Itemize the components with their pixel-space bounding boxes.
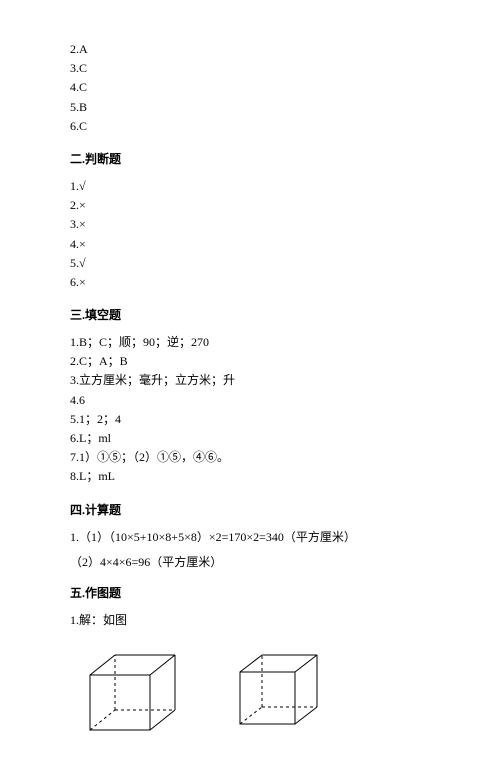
section2-answers: 1.√ 2.× 3.× 4.× 5.√ 6.× — [70, 177, 430, 292]
cube-figure-1 — [80, 650, 190, 740]
calc-line-1: 1.（1）（10×5+10×8+5×8）×2=170×2=340（平方厘米） — [70, 528, 430, 545]
answer-line: 3.× — [70, 215, 430, 234]
answer-line: 1.√ — [70, 177, 430, 196]
answer-line: 7.1）①⑤；（2）①⑤，④⑥。 — [70, 448, 430, 467]
section5-heading: 五.作图题 — [70, 584, 430, 601]
answer-line: 5.√ — [70, 254, 430, 273]
answer-line: 4.× — [70, 235, 430, 254]
answer-line: 6.× — [70, 273, 430, 292]
cube-figure-2 — [230, 650, 330, 735]
answer-line: 2.× — [70, 196, 430, 215]
figure-row — [80, 650, 430, 740]
section3-heading: 三.填空题 — [70, 306, 430, 323]
calc-line-2: （2）4×4×6=96（平方厘米） — [70, 553, 430, 570]
answer-line: 5.1；2；4 — [70, 410, 430, 429]
section4-heading: 四.计算题 — [70, 501, 430, 518]
section1-answers: 2.A 3.C 4.C 5.B 6.C — [70, 40, 430, 136]
answer-line: 5.B — [70, 98, 430, 117]
answer-line: 1.B；C；顺；90；逆；270 — [70, 333, 430, 352]
section2-heading: 二.判断题 — [70, 150, 430, 167]
answer-line: 8.L；mL — [70, 467, 430, 486]
answer-line: 3.立方厘米；毫升；立方米；升 — [70, 371, 430, 390]
answer-line: 6.C — [70, 117, 430, 136]
answer-line: 3.C — [70, 59, 430, 78]
figure-label: 1.解：如图 — [70, 611, 430, 630]
answer-line: 6.L；ml — [70, 429, 430, 448]
answer-line: 4.C — [70, 78, 430, 97]
answer-line: 2.C；A；B — [70, 352, 430, 371]
answer-line: 2.A — [70, 40, 430, 59]
answer-page: 2.A 3.C 4.C 5.B 6.C 二.判断题 1.√ 2.× 3.× 4.… — [0, 0, 500, 770]
answer-line: 4.6 — [70, 391, 430, 410]
section3-answers: 1.B；C；顺；90；逆；270 2.C；A；B 3.立方厘米；毫升；立方米；升… — [70, 333, 430, 487]
